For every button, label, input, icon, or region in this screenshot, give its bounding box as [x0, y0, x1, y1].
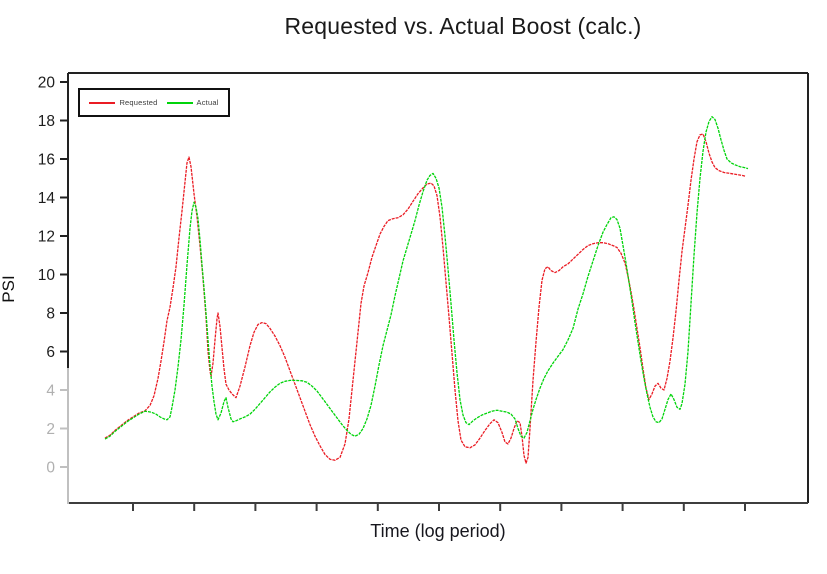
y-tick-label: 0 — [46, 460, 55, 477]
legend-label-requested: Requested — [119, 98, 158, 107]
y-tick-label: 14 — [38, 190, 56, 207]
y-tick-label: 18 — [38, 113, 55, 130]
actual-line-swatch — [166, 101, 193, 104]
y-tick-label: 12 — [38, 229, 55, 246]
x-axis-title: Time (log period) — [370, 521, 506, 541]
y-tick-label: 20 — [38, 75, 56, 92]
requested-line-swatch — [89, 101, 116, 104]
y-tick-label: 4 — [46, 383, 55, 400]
legend-item-actual: Actual — [166, 98, 219, 107]
y-axis-title: PSI — [0, 275, 18, 303]
y-tick-label: 10 — [38, 267, 56, 284]
y-tick-label: 8 — [46, 306, 55, 323]
y-tick-label: 16 — [38, 152, 55, 169]
legend-label-actual: Actual — [196, 98, 219, 107]
y-tick-label: 6 — [46, 344, 55, 361]
actual-line — [104, 116, 749, 440]
legend: Requested Actual — [78, 88, 230, 117]
legend-item-requested: Requested — [89, 98, 157, 107]
chart-title: Requested vs. Actual Boost (calc.) — [284, 13, 642, 39]
y-tick-label: 2 — [46, 421, 55, 438]
